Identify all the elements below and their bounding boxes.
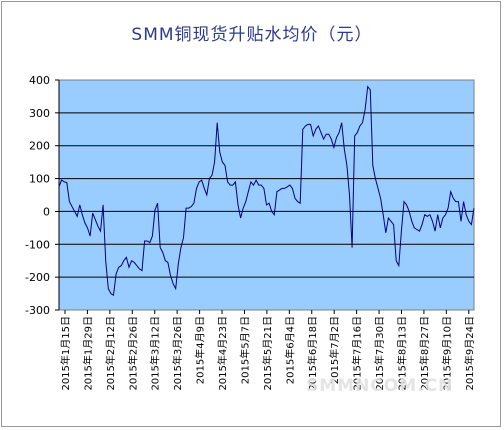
watermark: SMMNCOM.CN — [306, 376, 454, 396]
x-tick-label-16: 2015年8月27日 — [418, 316, 431, 391]
x-tick-label-14: 2015年7月30日 — [373, 316, 386, 391]
x-tick-label-9: 2015年5月21日 — [261, 316, 274, 391]
series-line — [58, 85, 475, 297]
plot-area — [58, 79, 475, 311]
x-tick-label-0: 2015年1月15日 — [59, 316, 72, 391]
chart-title: SMM铜现货升贴水均价（元） — [131, 25, 373, 45]
x-tick-label-2: 2015年2月12日 — [104, 316, 117, 391]
x-tick-label-11: 2015年6月18日 — [306, 316, 319, 391]
y-tick-label-300: 300 — [29, 107, 50, 120]
x-tick-label-3: 2015年2月26日 — [126, 316, 139, 391]
x-tick-label-18: 2015年9月24日 — [463, 316, 476, 391]
x-tick-label-15: 2015年8月13日 — [395, 316, 408, 391]
x-tick-label-6: 2015年4月9日 — [194, 316, 207, 384]
y-tick-label-0: 0 — [43, 205, 50, 218]
x-tick-label-8: 2015年5月7日 — [238, 316, 251, 384]
x-tick-label-12: 2015年7月2日 — [328, 316, 341, 384]
x-tick-label-10: 2015年6月4日 — [283, 316, 296, 384]
y-tick-label-200: 200 — [29, 140, 50, 153]
y-tick-label--300: -300 — [25, 304, 50, 317]
x-tick-label-4: 2015年3月12日 — [149, 316, 162, 391]
x-tick-label-5: 2015年3月26日 — [171, 316, 184, 391]
y-tick-label-400: 400 — [29, 74, 50, 87]
y-tick-label--100: -100 — [25, 238, 50, 251]
x-tick-label-17: 2015年9月10日 — [440, 316, 453, 391]
x-tick-label-13: 2015年7月16日 — [351, 316, 364, 391]
y-tick-label-100: 100 — [29, 173, 50, 186]
x-tick-label-7: 2015年4月23日 — [216, 316, 229, 391]
y-tick-label--200: -200 — [25, 271, 50, 284]
x-tick-label-1: 2015年1月29日 — [81, 316, 94, 391]
